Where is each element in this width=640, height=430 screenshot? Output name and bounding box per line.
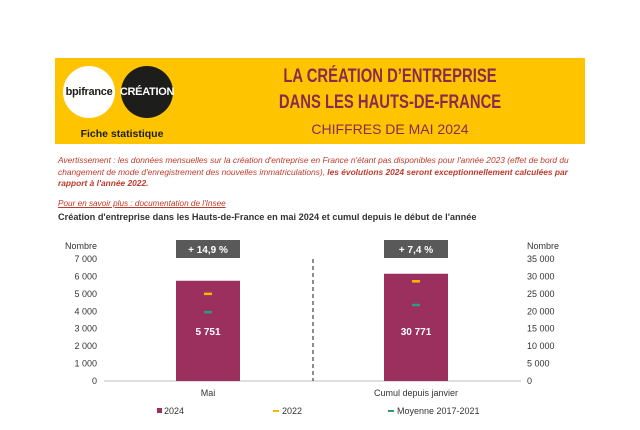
- bar-value-label: 30 771: [401, 327, 432, 338]
- warning-bold-text: les évolutions 2024 seront exceptionnell…: [58, 166, 568, 189]
- fiche-label: Fiche statistique: [80, 128, 164, 140]
- left-tick-label: 4 000: [74, 306, 97, 316]
- bpifrance-logo: bpifrance: [63, 66, 115, 118]
- right-tick-label: 20 000: [527, 306, 555, 316]
- page-subtitle: CHIFFRES DE MAI 2024: [311, 121, 469, 137]
- legend-label-average: Moyenne 2017-2021: [397, 406, 480, 416]
- right-tick-label: 15 000: [527, 324, 555, 334]
- right-tick-label: 30 000: [527, 271, 555, 281]
- creation-logo: CRÉATION: [119, 66, 175, 118]
- legend-label-2022: 2022: [282, 406, 302, 416]
- left-tick-label: 3 000: [74, 324, 97, 334]
- chart-area: Nombre Nombre 0 1 000 2 000 3 000 4 000 5 000 6 …: [65, 240, 559, 416]
- legend-swatch-2024: [157, 408, 162, 413]
- right-tick-label: 10 000: [527, 341, 555, 351]
- header-banner: bpifrance CRÉATION Fiche statistique LA …: [55, 58, 585, 144]
- category-label: Cumul depuis janvier: [374, 388, 458, 398]
- bar-2024: [176, 280, 240, 381]
- left-tick-label: 2 000: [74, 341, 97, 351]
- variation-badge: [384, 240, 448, 258]
- bpifrance-logo-text: bpifrance: [65, 86, 113, 98]
- variation-badge-label: + 7,4 %: [399, 245, 433, 256]
- variation-badge-label: + 14,9 %: [188, 245, 228, 256]
- left-tick-label: 7 000: [74, 254, 97, 264]
- bar-2024: [384, 273, 448, 381]
- variation-badge: [176, 240, 240, 258]
- right-tick-label: 5 000: [527, 359, 550, 369]
- chart-title: Création d'entreprise dans les Hauts-de-…: [58, 212, 477, 222]
- page-title-line2: DANS LES HAUTS-DE-FRANCE: [278, 92, 502, 113]
- left-tick-label: 5 000: [74, 289, 97, 299]
- creation-logo-text: CRÉATION: [119, 86, 175, 98]
- left-tick-label: 0: [92, 376, 97, 386]
- left-axis-label: Nombre: [65, 241, 97, 251]
- right-tick-label: 25 000: [527, 289, 555, 299]
- insee-documentation-link[interactable]: Pour en savoir plus : documentation de l…: [58, 199, 226, 208]
- bar-value-label: 5 751: [195, 327, 220, 338]
- right-tick-label: 35 000: [527, 254, 555, 264]
- left-tick-label: 6 000: [74, 271, 97, 281]
- right-axis-label: Nombre: [527, 241, 559, 251]
- left-tick-label: 1 000: [74, 359, 97, 369]
- page-title-line1: LA CRÉATION D’ENTREPRISE: [283, 66, 497, 87]
- warning-text: Avertissement : les données mensuelles s…: [58, 155, 569, 177]
- warning-note: Avertissement : les données mensuelles s…: [58, 155, 588, 190]
- legend-label-2024: 2024: [164, 406, 184, 416]
- category-label: Mai: [201, 388, 216, 398]
- right-tick-label: 0: [527, 376, 532, 386]
